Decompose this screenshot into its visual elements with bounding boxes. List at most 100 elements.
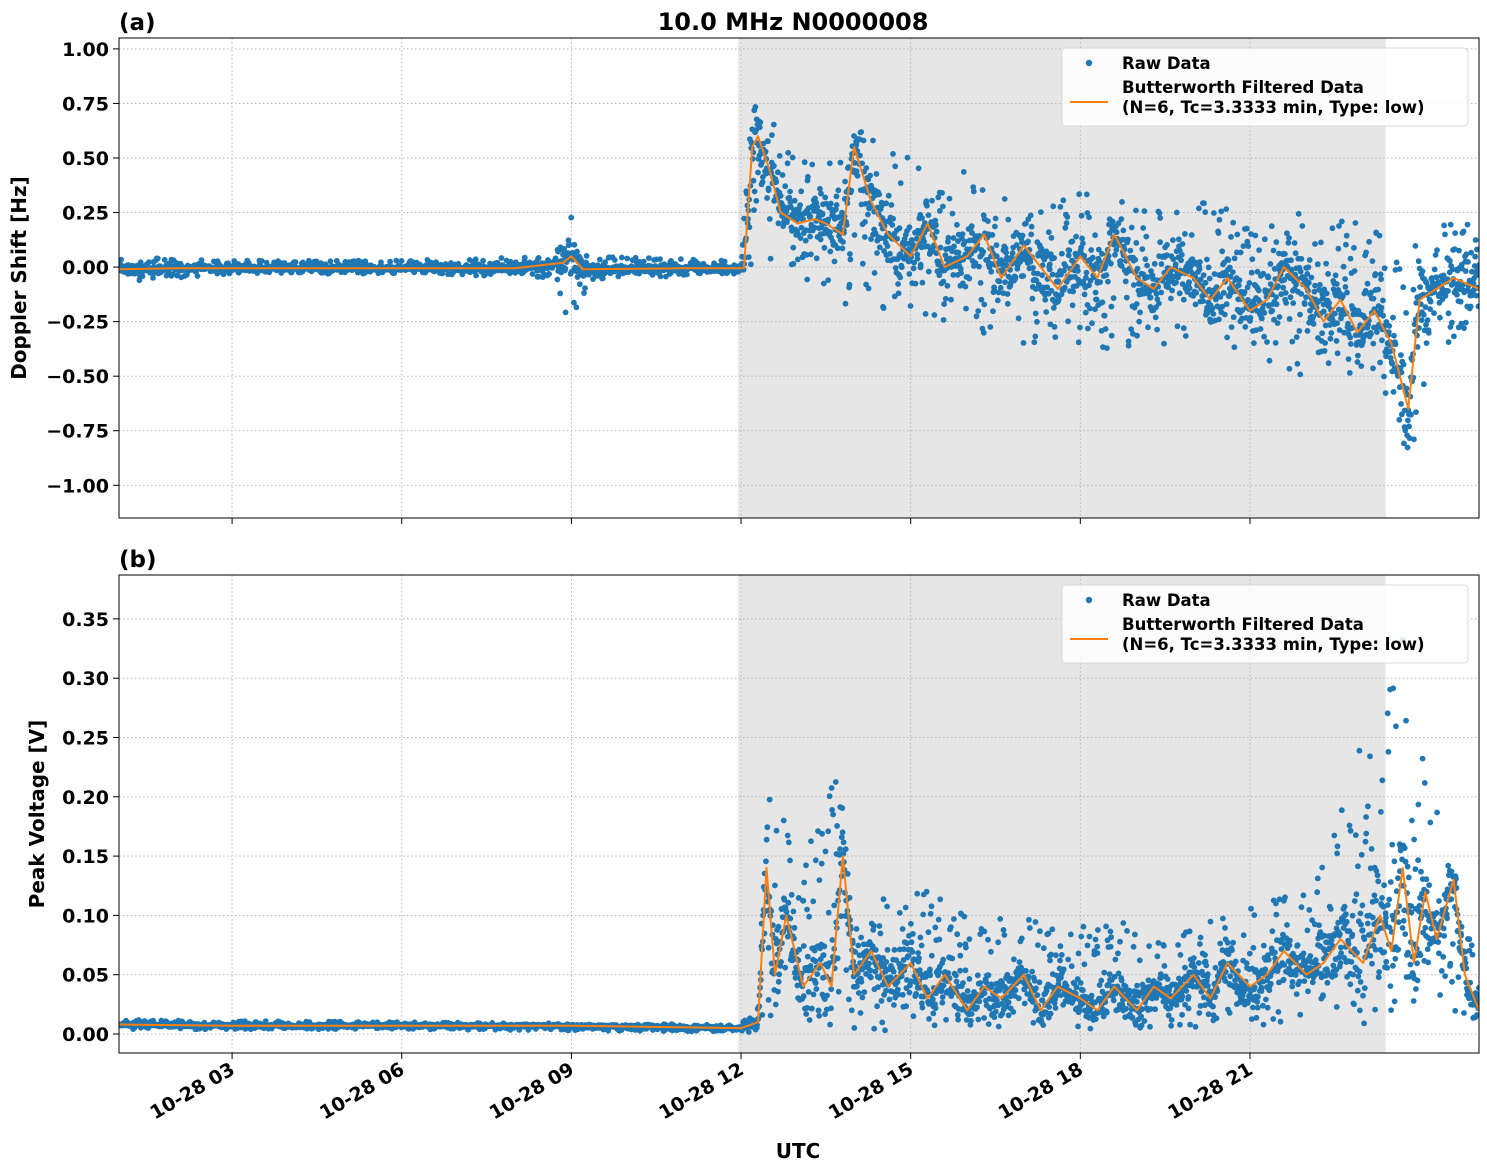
raw-data-point (862, 219, 868, 225)
raw-data-point (1125, 342, 1132, 349)
raw-data-point (1196, 205, 1202, 212)
raw-data-point (1347, 255, 1354, 262)
raw-data-point (944, 282, 951, 289)
raw-data-point (1028, 231, 1035, 238)
raw-data-point (906, 271, 913, 277)
raw-data-point (892, 265, 899, 271)
raw-data-point (1083, 269, 1090, 276)
raw-data-point (988, 268, 995, 275)
raw-data-point (1027, 258, 1034, 265)
raw-data-point (1372, 271, 1379, 277)
raw-data-point (1133, 301, 1140, 307)
raw-data-point (529, 271, 536, 277)
raw-data-point (1027, 212, 1034, 219)
raw-data-point (1031, 339, 1038, 346)
raw-data-point (1083, 191, 1090, 198)
raw-data-point (1002, 279, 1008, 286)
raw-data-point (755, 169, 761, 176)
raw-data-point (1145, 324, 1151, 331)
legend-raw-label: Raw Data (1122, 54, 1211, 73)
legend-raw-marker (1085, 59, 1093, 67)
raw-data-point (137, 259, 144, 266)
raw-data-point (1454, 291, 1460, 298)
raw-data-point (1423, 280, 1430, 286)
raw-data-point (936, 208, 943, 214)
raw-data-point (834, 245, 841, 252)
raw-data-point (1322, 340, 1328, 346)
raw-data-point (1365, 321, 1371, 328)
raw-data-point (1434, 247, 1440, 254)
raw-data-point (1001, 196, 1008, 202)
raw-data-point (752, 104, 759, 110)
raw-data-point (817, 236, 824, 243)
raw-data-point (1158, 289, 1165, 296)
raw-data-point (1380, 297, 1386, 304)
raw-data-point (950, 235, 957, 241)
raw-data-point (1075, 268, 1081, 274)
raw-data-point (562, 309, 569, 316)
raw-data-point (896, 225, 903, 232)
raw-data-point (779, 172, 786, 178)
raw-data-point (1042, 296, 1049, 303)
raw-data-point (1422, 304, 1429, 310)
raw-data-point (1119, 199, 1125, 205)
raw-data-point (751, 188, 758, 195)
raw-data-point (1319, 330, 1325, 337)
raw-data-point (1009, 250, 1016, 256)
raw-data-point (1325, 360, 1332, 367)
raw-data-point (803, 252, 810, 258)
raw-data-point (1358, 363, 1365, 369)
raw-data-point (1392, 341, 1399, 348)
raw-data-point (1377, 271, 1384, 278)
raw-data-point (1297, 311, 1303, 318)
raw-data-point (1290, 300, 1297, 306)
raw-data-point (1295, 210, 1302, 217)
raw-data-point (1304, 271, 1311, 277)
raw-data-point (1297, 371, 1304, 378)
raw-data-point (1406, 423, 1412, 430)
raw-data-point (914, 251, 921, 258)
raw-data-point (1282, 251, 1288, 257)
raw-data-point (1085, 325, 1091, 332)
raw-data-point (867, 172, 873, 179)
raw-data-point (861, 234, 868, 240)
raw-data-point (1115, 220, 1122, 227)
raw-data-point (1382, 390, 1389, 396)
raw-data-point (554, 276, 561, 283)
raw-data-point (1108, 332, 1115, 339)
raw-data-point (914, 255, 921, 262)
raw-data-point (1127, 247, 1134, 254)
raw-data-point (960, 169, 967, 175)
legend-box (1061, 47, 1469, 127)
raw-data-point (1095, 246, 1102, 253)
raw-data-point (959, 231, 966, 238)
y-tick-label: 1.00 (62, 39, 109, 61)
raw-data-point (802, 237, 809, 244)
raw-data-point (995, 289, 1002, 296)
raw-data-point (1281, 277, 1288, 283)
raw-data-point (935, 258, 942, 265)
raw-data-point (932, 217, 939, 224)
raw-data-point (1237, 249, 1244, 256)
raw-data-point (915, 165, 922, 172)
raw-data-point (804, 276, 811, 283)
raw-data-point (1321, 348, 1328, 354)
y-tick-label: −1.00 (46, 475, 109, 497)
raw-data-point (1445, 288, 1451, 294)
raw-data-point (1099, 250, 1105, 257)
raw-data-point (1060, 197, 1067, 204)
raw-data-point (596, 256, 603, 263)
raw-data-point (1003, 249, 1009, 256)
raw-data-point (979, 187, 986, 193)
raw-data-point (750, 177, 757, 184)
raw-data-point (1460, 228, 1467, 235)
raw-data-point (1386, 323, 1393, 329)
raw-data-point (1061, 267, 1067, 274)
raw-data-point (1180, 325, 1187, 332)
raw-data-point (1245, 243, 1252, 250)
raw-data-point (1193, 289, 1200, 296)
raw-data-point (1047, 251, 1054, 257)
raw-data-point (1269, 307, 1276, 314)
raw-data-point (1352, 220, 1359, 226)
raw-data-point (767, 255, 774, 262)
